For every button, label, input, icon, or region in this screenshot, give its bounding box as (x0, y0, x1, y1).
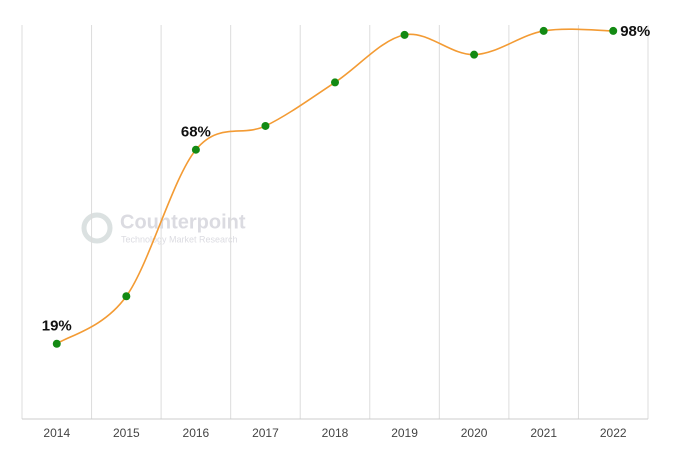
point (400, 30, 409, 39)
point (122, 292, 131, 301)
point (191, 145, 200, 154)
x-tick-label: 2017 (252, 426, 279, 440)
x-tick-label: 2018 (322, 426, 349, 440)
value-label: 19% (42, 318, 72, 335)
watermark-title: Counterpoint (120, 211, 246, 233)
point (52, 339, 61, 348)
point (331, 78, 339, 87)
value-label: 98% (620, 23, 650, 40)
point (261, 121, 270, 130)
watermark-subtitle: Technology Market Research (121, 234, 238, 244)
x-tick-label: 2022 (600, 426, 627, 440)
line (56, 28, 614, 345)
point (470, 50, 479, 59)
x-tick-label: 2021 (530, 426, 557, 440)
point (539, 26, 548, 35)
watermark: Counterpoint Technology Market Research (81, 211, 246, 244)
x-tick-label: 2016 (183, 426, 210, 440)
x-tick-label: 2019 (391, 426, 418, 440)
x-tick-label: 2015 (113, 426, 140, 440)
x-tick-label: 2020 (461, 426, 488, 440)
value-label: 68% (181, 124, 211, 141)
watermark-logo (81, 212, 113, 244)
x-tick-label: 2014 (43, 426, 70, 440)
point (609, 26, 618, 35)
